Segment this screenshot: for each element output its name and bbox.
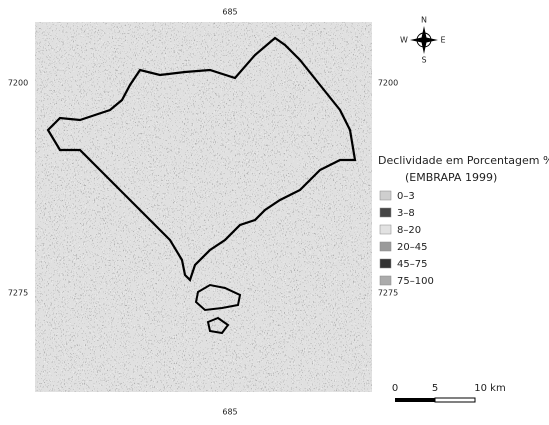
compass-label: W: [400, 36, 408, 45]
legend-swatch: [380, 242, 391, 251]
compass-label: S: [421, 56, 426, 65]
coord-label: 685: [222, 408, 237, 417]
legend-label: 45–75: [397, 259, 427, 270]
legend-swatch: [380, 208, 391, 217]
legend-label: 0–3: [397, 191, 415, 202]
map-page: 685 685 7200 7200 7275 7275 N S W E Decl…: [0, 0, 549, 425]
scale-label: 10 km: [474, 383, 505, 394]
map: 685 685 7200 7200 7275 7275 N S W E Decl…: [0, 0, 549, 425]
legend-swatch: [380, 225, 391, 234]
legend-title: Declividade em Porcentagem %: [378, 154, 549, 167]
coord-label: 7275: [8, 289, 28, 298]
compass: N S W E: [400, 16, 445, 65]
legend-swatch: [380, 259, 391, 268]
scale-bar: 0 5 10 km: [392, 383, 506, 402]
coord-label: 7200: [378, 79, 398, 88]
compass-label: E: [440, 36, 445, 45]
compass-label: N: [421, 16, 427, 25]
scale-label: 5: [432, 383, 438, 394]
scale-label: 0: [392, 383, 398, 394]
legend-label: 8–20: [397, 225, 421, 236]
legend-label: 75–100: [397, 276, 434, 287]
coord-label: 7275: [378, 289, 398, 298]
legend-swatch: [380, 191, 391, 200]
legend-source: (EMBRAPA 1999): [405, 171, 497, 184]
legend-label: 20–45: [397, 242, 427, 253]
coord-label: 685: [222, 8, 237, 17]
legend-swatch: [380, 276, 391, 285]
legend-label: 3–8: [397, 208, 415, 219]
coord-label: 7200: [8, 79, 28, 88]
slope-raster: [35, 22, 372, 392]
legend: 0–3 3–8 8–20 20–45 45–75 75–100: [380, 191, 434, 287]
